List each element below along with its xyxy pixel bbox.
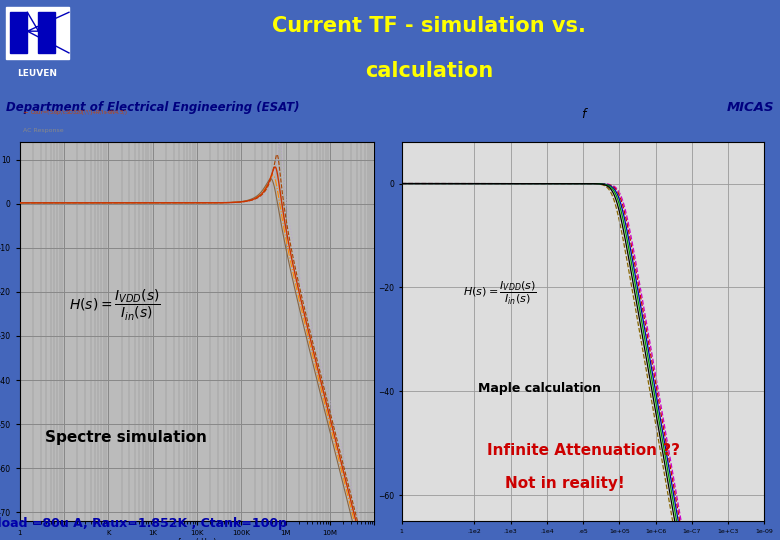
Text: $H(s) = \dfrac{I_{VDD}(s)}{I_{in}(s)}$: $H(s) = \dfrac{I_{VDD}(s)}{I_{in}(s)}$ bbox=[463, 280, 537, 307]
Bar bbox=[37, 12, 55, 53]
Text: MICAS: MICAS bbox=[726, 101, 774, 114]
Text: calculation: calculation bbox=[365, 61, 493, 81]
Text: f: f bbox=[581, 108, 585, 121]
Text: Current TF - simulation vs.: Current TF - simulation vs. bbox=[272, 16, 586, 37]
Text: AC Response: AC Response bbox=[23, 127, 64, 132]
Text: $H(s) = \dfrac{I_{VDD}(s)}{I_{in}(s)}$: $H(s) = \dfrac{I_{VDD}(s)}{I_{in}(s)}$ bbox=[69, 287, 161, 322]
Text: Not in reality!: Not in reality! bbox=[505, 476, 625, 491]
Bar bbox=[10, 12, 27, 53]
Text: Spectre simulation: Spectre simulation bbox=[45, 430, 207, 445]
Text: $\leftarrow$ Cour=\'5.6p\'cSD320[\'\']+R\'ls-6N4.5\'): $\leftarrow$ Cour=\'5.6p\'cSD320[\'\']+R… bbox=[23, 109, 129, 117]
Text: LEUVEN: LEUVEN bbox=[17, 69, 58, 78]
Text: Infinite Attenuation ??: Infinite Attenuation ?? bbox=[487, 443, 679, 458]
Text: Iload =80u A, Raux=1.852K , Ctank=100p: Iload =80u A, Raux=1.852K , Ctank=100p bbox=[0, 517, 287, 530]
Text: Department of Electrical Engineering (ESAT): Department of Electrical Engineering (ES… bbox=[6, 101, 300, 114]
X-axis label: freq ( Hz ): freq ( Hz ) bbox=[178, 537, 216, 540]
Text: Maple calculation: Maple calculation bbox=[478, 382, 601, 395]
Bar bbox=[6, 6, 69, 58]
